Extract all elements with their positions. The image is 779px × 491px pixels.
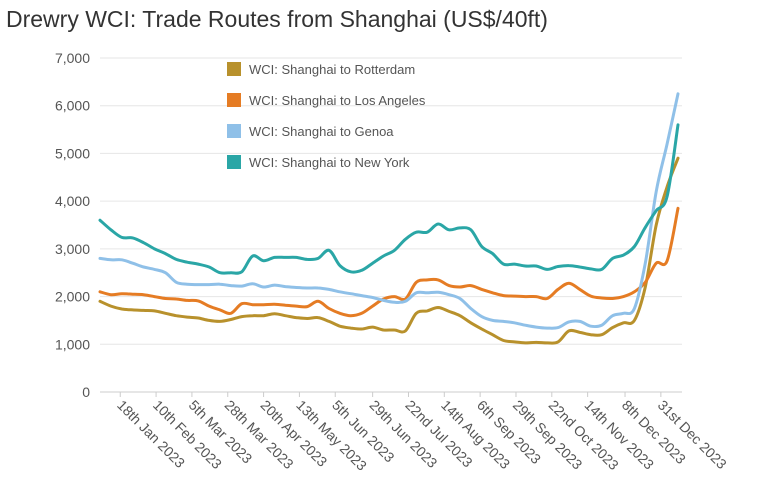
legend-swatch xyxy=(227,155,241,169)
series-line-wci-shanghai-to-los-angeles xyxy=(98,206,680,318)
legend-swatch xyxy=(227,62,241,76)
legend-label: WCI: Shanghai to New York xyxy=(249,155,410,170)
legend: WCI: Shanghai to Rotterdam WCI: Shanghai … xyxy=(227,62,426,170)
y-tick-label: 6,000 xyxy=(55,98,90,114)
legend-label: WCI: Shanghai to Rotterdam xyxy=(249,62,415,77)
legend-swatch xyxy=(227,124,241,138)
chart-title: Drewry WCI: Trade Routes from Shanghai (… xyxy=(6,6,548,32)
legend-label: WCI: Shanghai to Los Angeles xyxy=(249,93,426,108)
legend-swatch xyxy=(227,93,241,107)
legend-label: WCI: Shanghai to Genoa xyxy=(249,124,394,139)
y-tick-label: 2,000 xyxy=(55,289,90,305)
y-tick-label: 4,000 xyxy=(55,193,90,209)
y-tick-label: 3,000 xyxy=(55,241,90,257)
series-lines xyxy=(98,92,680,345)
y-tick-label: 0 xyxy=(82,384,90,400)
y-tick-label: 1,000 xyxy=(55,336,90,352)
y-axis: 0 1,000 2,000 3,000 4,000 5,000 6,000 7,000 xyxy=(55,50,90,400)
series-line-wci-shanghai-to-rotterdam xyxy=(98,156,680,345)
y-tick-label: 7,000 xyxy=(55,50,90,66)
y-tick-label: 5,000 xyxy=(55,145,90,161)
gridlines xyxy=(100,57,682,393)
series-line-wci-shanghai-to-new-york xyxy=(98,123,680,275)
series-line-wci-shanghai-to-genoa xyxy=(98,92,680,330)
